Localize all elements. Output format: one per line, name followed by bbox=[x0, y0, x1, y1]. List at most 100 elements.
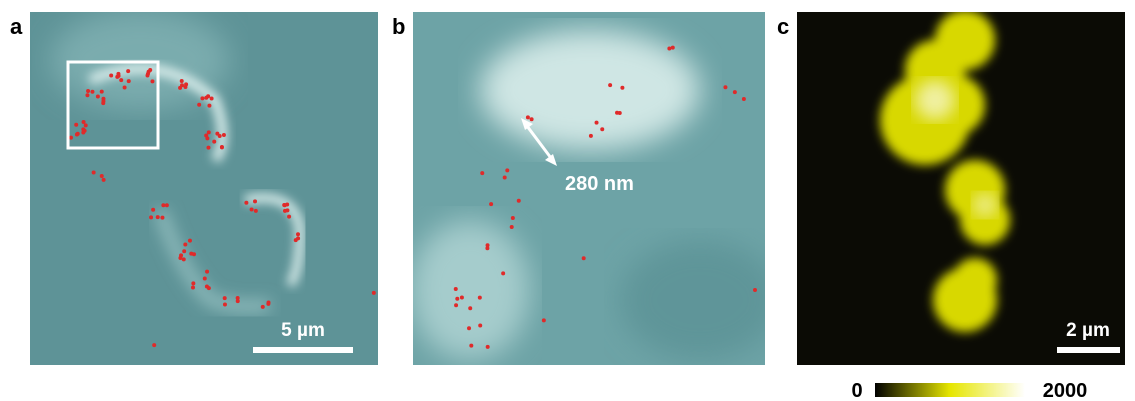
panel-label: c bbox=[777, 14, 789, 39]
localization bbox=[145, 73, 150, 78]
localization bbox=[235, 295, 240, 300]
annotation: 280 nm bbox=[565, 173, 634, 195]
localization bbox=[221, 132, 226, 137]
localization bbox=[86, 88, 91, 93]
localization bbox=[480, 171, 485, 176]
localization bbox=[217, 133, 222, 138]
localization bbox=[285, 208, 290, 213]
localization bbox=[90, 89, 95, 94]
localization bbox=[160, 215, 165, 220]
localization bbox=[101, 96, 106, 101]
localization bbox=[670, 45, 675, 50]
localization bbox=[608, 83, 613, 88]
localization bbox=[161, 203, 166, 208]
localization bbox=[119, 78, 124, 83]
localization bbox=[485, 243, 490, 248]
localization bbox=[91, 170, 96, 175]
localization bbox=[190, 285, 195, 290]
localization bbox=[81, 127, 86, 132]
localization bbox=[209, 96, 214, 101]
localization bbox=[296, 236, 301, 241]
localization bbox=[191, 281, 196, 286]
localization bbox=[282, 202, 287, 207]
localization bbox=[99, 89, 104, 94]
localization bbox=[600, 127, 605, 132]
localization bbox=[615, 110, 620, 115]
localization bbox=[723, 85, 728, 90]
zoom-box bbox=[66, 60, 160, 150]
localization bbox=[222, 302, 227, 307]
localization bbox=[126, 69, 131, 74]
localization bbox=[99, 173, 104, 178]
localization bbox=[468, 306, 473, 311]
localization bbox=[741, 97, 746, 102]
colorbar bbox=[875, 383, 1025, 397]
localization bbox=[164, 203, 169, 208]
localization bbox=[469, 343, 474, 348]
localization bbox=[485, 344, 490, 349]
localization bbox=[109, 73, 114, 78]
localization bbox=[206, 145, 211, 150]
localization bbox=[205, 269, 210, 274]
localization bbox=[83, 123, 88, 128]
localization bbox=[85, 93, 90, 98]
localization bbox=[594, 120, 599, 125]
localization bbox=[588, 133, 593, 138]
localization bbox=[477, 295, 482, 300]
localization bbox=[620, 85, 625, 90]
localization bbox=[74, 122, 79, 127]
localization bbox=[371, 290, 376, 295]
localization bbox=[529, 117, 534, 122]
localization bbox=[207, 103, 212, 108]
localization bbox=[192, 252, 197, 257]
localization bbox=[126, 79, 131, 84]
panel-c-image bbox=[797, 12, 1125, 365]
localization bbox=[541, 318, 546, 323]
localization bbox=[179, 78, 184, 83]
localization bbox=[249, 207, 254, 212]
localization bbox=[101, 101, 106, 106]
localization bbox=[510, 216, 515, 221]
localization bbox=[502, 175, 507, 180]
localization bbox=[219, 145, 224, 150]
localization bbox=[287, 214, 292, 219]
localization bbox=[266, 301, 271, 306]
localization bbox=[183, 242, 188, 247]
scale-bar bbox=[1057, 347, 1120, 353]
localization bbox=[182, 249, 187, 254]
localization bbox=[179, 253, 184, 258]
localization bbox=[206, 286, 211, 291]
localization bbox=[478, 323, 483, 328]
localization bbox=[116, 71, 121, 76]
scale-bar-label: 5 µm bbox=[281, 320, 325, 341]
localization bbox=[197, 102, 202, 107]
localization bbox=[752, 287, 757, 292]
measure-arrow bbox=[521, 118, 557, 166]
localization bbox=[181, 257, 186, 262]
localization bbox=[455, 296, 460, 301]
localization bbox=[151, 207, 156, 212]
localization bbox=[253, 199, 258, 204]
localization bbox=[202, 276, 207, 281]
localization bbox=[667, 46, 672, 51]
localization bbox=[296, 232, 301, 237]
localization bbox=[732, 90, 737, 95]
localization bbox=[454, 303, 459, 308]
localization bbox=[204, 133, 209, 138]
scale-bar-label: 2 µm bbox=[1066, 320, 1110, 341]
localization bbox=[485, 246, 490, 251]
localization bbox=[81, 130, 86, 135]
localization bbox=[81, 119, 86, 124]
localization bbox=[149, 215, 154, 220]
localization bbox=[101, 177, 106, 182]
localization bbox=[525, 115, 530, 120]
panel-label: b bbox=[392, 14, 405, 39]
localization bbox=[501, 271, 506, 276]
localization bbox=[235, 299, 240, 304]
localization bbox=[222, 296, 227, 301]
localization bbox=[453, 287, 458, 292]
colorbar-max: 2000 bbox=[1043, 380, 1088, 401]
localization bbox=[178, 85, 183, 90]
localization bbox=[204, 95, 209, 100]
